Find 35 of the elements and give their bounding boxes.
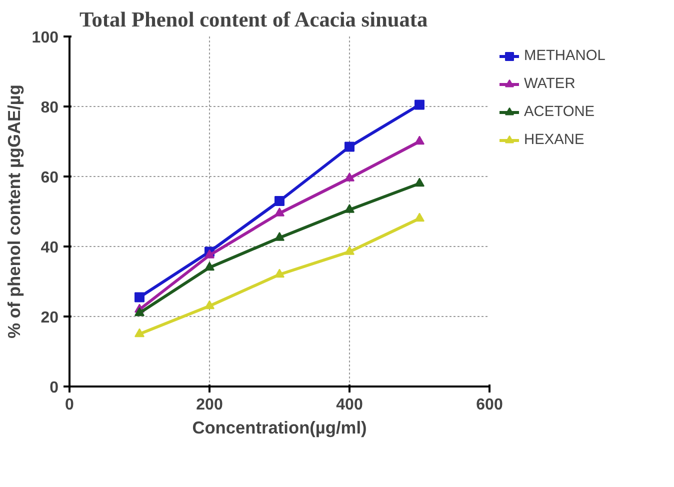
y-tick-label: 40: [40, 240, 59, 256]
point: [204, 262, 214, 271]
point: [344, 246, 354, 255]
x-tick-label: 600: [476, 396, 503, 414]
point: [274, 196, 284, 206]
x-axis-title: Concentration(µg/ml): [192, 418, 367, 438]
point: [204, 300, 214, 310]
y-tick-label: 100: [32, 30, 59, 46]
point: [414, 178, 424, 187]
y-tick-label: 80: [40, 100, 59, 116]
legend-label: WATER: [524, 76, 576, 92]
point: [134, 328, 144, 338]
point: [274, 268, 284, 278]
y-tick-label: 20: [40, 310, 59, 326]
chart-title: Total Phenol content of Acacia sinuata: [80, 8, 428, 32]
point: [134, 307, 144, 316]
x-tick-label: 400: [336, 396, 363, 414]
point: [274, 232, 284, 241]
x-tick-label: 200: [196, 396, 223, 414]
x-tick-label: 0: [65, 396, 74, 414]
point: [344, 172, 354, 182]
y-axis-title: % of phenol content µgGAE/µg: [4, 84, 24, 338]
point: [274, 208, 284, 216]
legend-label: ACETONE: [524, 104, 595, 120]
point: [344, 142, 354, 152]
legend-label: METHANOL: [524, 48, 606, 64]
point: [414, 212, 424, 222]
point: [414, 136, 424, 145]
point: [344, 204, 354, 213]
legend-label: HEXANE: [524, 132, 584, 148]
point: [134, 292, 144, 302]
point: [414, 100, 424, 110]
y-tick-label: 60: [40, 170, 59, 186]
point: [204, 250, 214, 258]
y-tick-label: 0: [50, 380, 59, 396]
